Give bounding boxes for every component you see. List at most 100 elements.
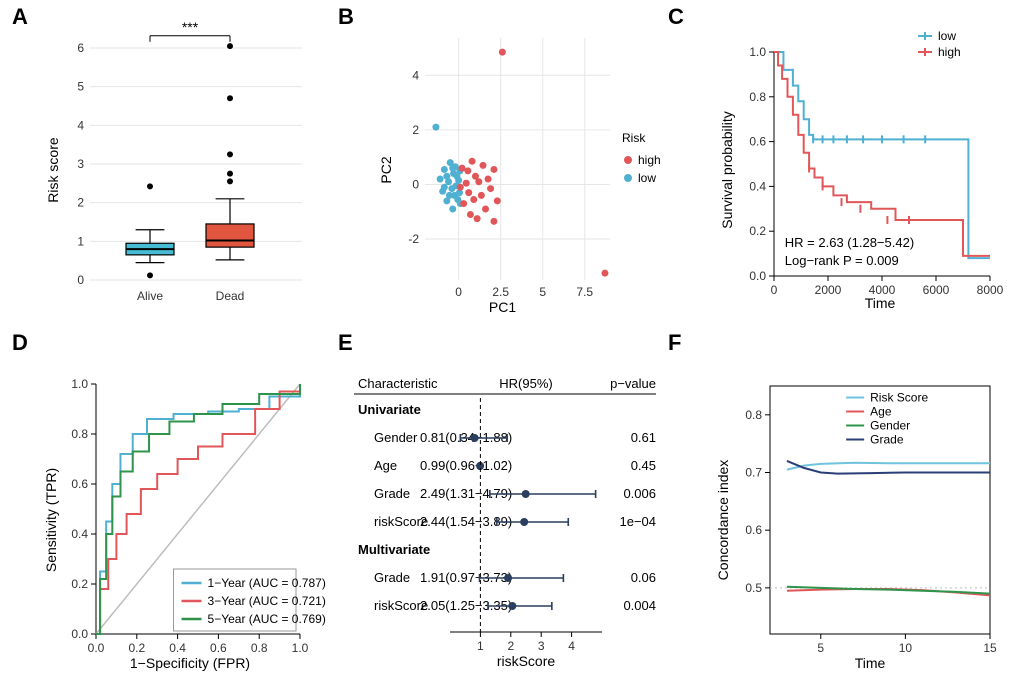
- cindex-curve-risk: [787, 463, 990, 470]
- forest-p: 0.004: [623, 598, 656, 613]
- xtick-label: 0.0: [88, 641, 105, 655]
- ytick-label: 0.8: [745, 408, 762, 422]
- xtick-label: 0.6: [210, 641, 227, 655]
- ytick-label: 0.8: [71, 427, 88, 441]
- x-axis-label: riskScore: [497, 653, 556, 669]
- forest-label: Age: [374, 458, 397, 473]
- forest-point: [520, 518, 528, 526]
- xtick-label: 10: [899, 641, 913, 655]
- ytick: 1: [77, 234, 84, 248]
- forest-header: HR(95%): [499, 376, 552, 391]
- outlier: [227, 178, 233, 184]
- forest-p: 0.45: [631, 458, 656, 473]
- x-category: Dead: [216, 289, 245, 303]
- ytick-label: 0.6: [745, 523, 762, 537]
- outlier: [227, 95, 233, 101]
- outlier: [147, 183, 153, 189]
- xtick: 2.5: [492, 285, 509, 299]
- ytick-label: 0.6: [749, 135, 766, 149]
- ytick-label: 0.5: [745, 581, 762, 595]
- km-curve-high: [774, 52, 990, 256]
- xtick-label: 2: [507, 639, 514, 653]
- xtick-label: 8000: [977, 283, 1004, 297]
- scatter-point-high: [475, 178, 482, 185]
- y-axis-label: Concordance index: [715, 460, 731, 581]
- ytick-label: 1.0: [749, 45, 766, 59]
- x-axis-label: 1−Specificity (FPR): [130, 655, 250, 671]
- scatter-point-high: [460, 200, 467, 207]
- scatter-point-high: [469, 158, 476, 165]
- legend-swatch: [624, 174, 632, 182]
- legend-item: 1−Year (AUC = 0.787): [208, 576, 326, 590]
- scatter-point-high: [470, 196, 477, 203]
- legend-item: low: [938, 29, 956, 43]
- p-text: Log−rank P = 0.009: [785, 253, 899, 268]
- xtick: 0: [455, 285, 462, 299]
- xtick-label: 4: [568, 639, 575, 653]
- forest-point: [522, 490, 530, 498]
- legend-item: 5−Year (AUC = 0.769): [208, 612, 326, 626]
- legend-swatch: [624, 156, 632, 164]
- y-axis-label: Risk score: [45, 137, 61, 203]
- xtick-label: 1.0: [292, 641, 309, 655]
- ytick: -2: [408, 232, 419, 246]
- legend-item: Risk Score: [870, 391, 928, 405]
- scatter-point-high: [465, 189, 472, 196]
- box: [206, 224, 254, 247]
- ytick: 2: [77, 196, 84, 210]
- forest-header: p−value: [610, 376, 656, 391]
- scatter-point-high: [467, 211, 474, 218]
- panel-label-C: C: [668, 4, 684, 29]
- forest-label: Gender: [374, 430, 418, 445]
- forest-section: Multivariate: [358, 542, 430, 557]
- ytick-label: 0.4: [749, 179, 766, 193]
- scatter-point-low: [449, 165, 456, 172]
- ytick: 5: [77, 80, 84, 94]
- panel-label-A: A: [12, 4, 28, 29]
- x-axis-label: PC1: [489, 299, 516, 315]
- scatter-point-high: [487, 185, 494, 192]
- forest-label: Grade: [374, 570, 410, 585]
- xtick-label: 3: [538, 639, 545, 653]
- y-axis-label: Sensitivity (TPR): [43, 468, 59, 572]
- legend-item: high: [638, 153, 661, 167]
- outlier: [227, 43, 233, 49]
- xtick-label: 5: [817, 641, 824, 655]
- legend-item: low: [638, 171, 656, 185]
- ytick-label: 0.8: [749, 90, 766, 104]
- forest-p: 0.006: [623, 486, 656, 501]
- legend-item: Grade: [870, 433, 904, 447]
- scatter-point-low: [449, 206, 456, 213]
- ytick: 6: [77, 41, 84, 55]
- y-axis-label: PC2: [378, 156, 394, 183]
- forest-header: Characteristic: [358, 376, 438, 391]
- ytick: 4: [77, 118, 84, 132]
- hr-text: HR = 2.63 (1.28−5.42): [785, 235, 914, 250]
- scatter-point-low: [437, 176, 444, 183]
- scatter-point-high: [499, 49, 506, 56]
- scatter-point-low: [446, 192, 453, 199]
- xtick-label: 15: [983, 641, 997, 655]
- scatter-point-high: [464, 167, 471, 174]
- outlier: [227, 171, 233, 177]
- xtick-label: 2000: [815, 283, 842, 297]
- scatter-point-high: [463, 180, 470, 187]
- forest-point: [471, 434, 479, 442]
- scatter-point-low: [441, 166, 448, 173]
- forest-point: [508, 602, 516, 610]
- scatter-point-high: [490, 166, 497, 173]
- forest-p: 0.06: [631, 570, 656, 585]
- km-curve-low: [774, 52, 990, 258]
- x-axis-label: Time: [855, 655, 886, 671]
- scatter-point-high: [601, 270, 608, 277]
- xtick-label: 0.2: [128, 641, 145, 655]
- legend-item: Gender: [870, 419, 910, 433]
- ytick-label: 0.6: [71, 477, 88, 491]
- panel-label-D: D: [12, 330, 28, 355]
- legend-item: high: [938, 45, 961, 59]
- ytick: 3: [77, 157, 84, 171]
- ytick-label: 0.0: [71, 627, 88, 641]
- forest-label: Grade: [374, 486, 410, 501]
- scatter-point-high: [482, 206, 489, 213]
- outlier: [227, 151, 233, 157]
